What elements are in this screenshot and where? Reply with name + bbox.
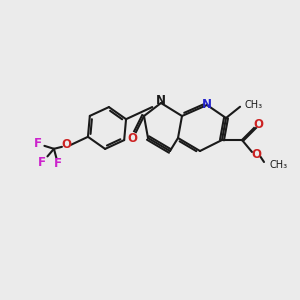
Text: CH₃: CH₃ <box>269 160 287 170</box>
Text: F: F <box>54 157 62 170</box>
Text: F: F <box>34 137 42 150</box>
Text: O: O <box>253 118 263 131</box>
Text: F: F <box>38 156 46 169</box>
Text: O: O <box>61 138 71 151</box>
Text: N: N <box>202 98 212 112</box>
Text: O: O <box>128 132 138 145</box>
Text: CH₃: CH₃ <box>244 100 262 110</box>
Text: O: O <box>251 148 261 160</box>
Text: N: N <box>156 94 166 107</box>
